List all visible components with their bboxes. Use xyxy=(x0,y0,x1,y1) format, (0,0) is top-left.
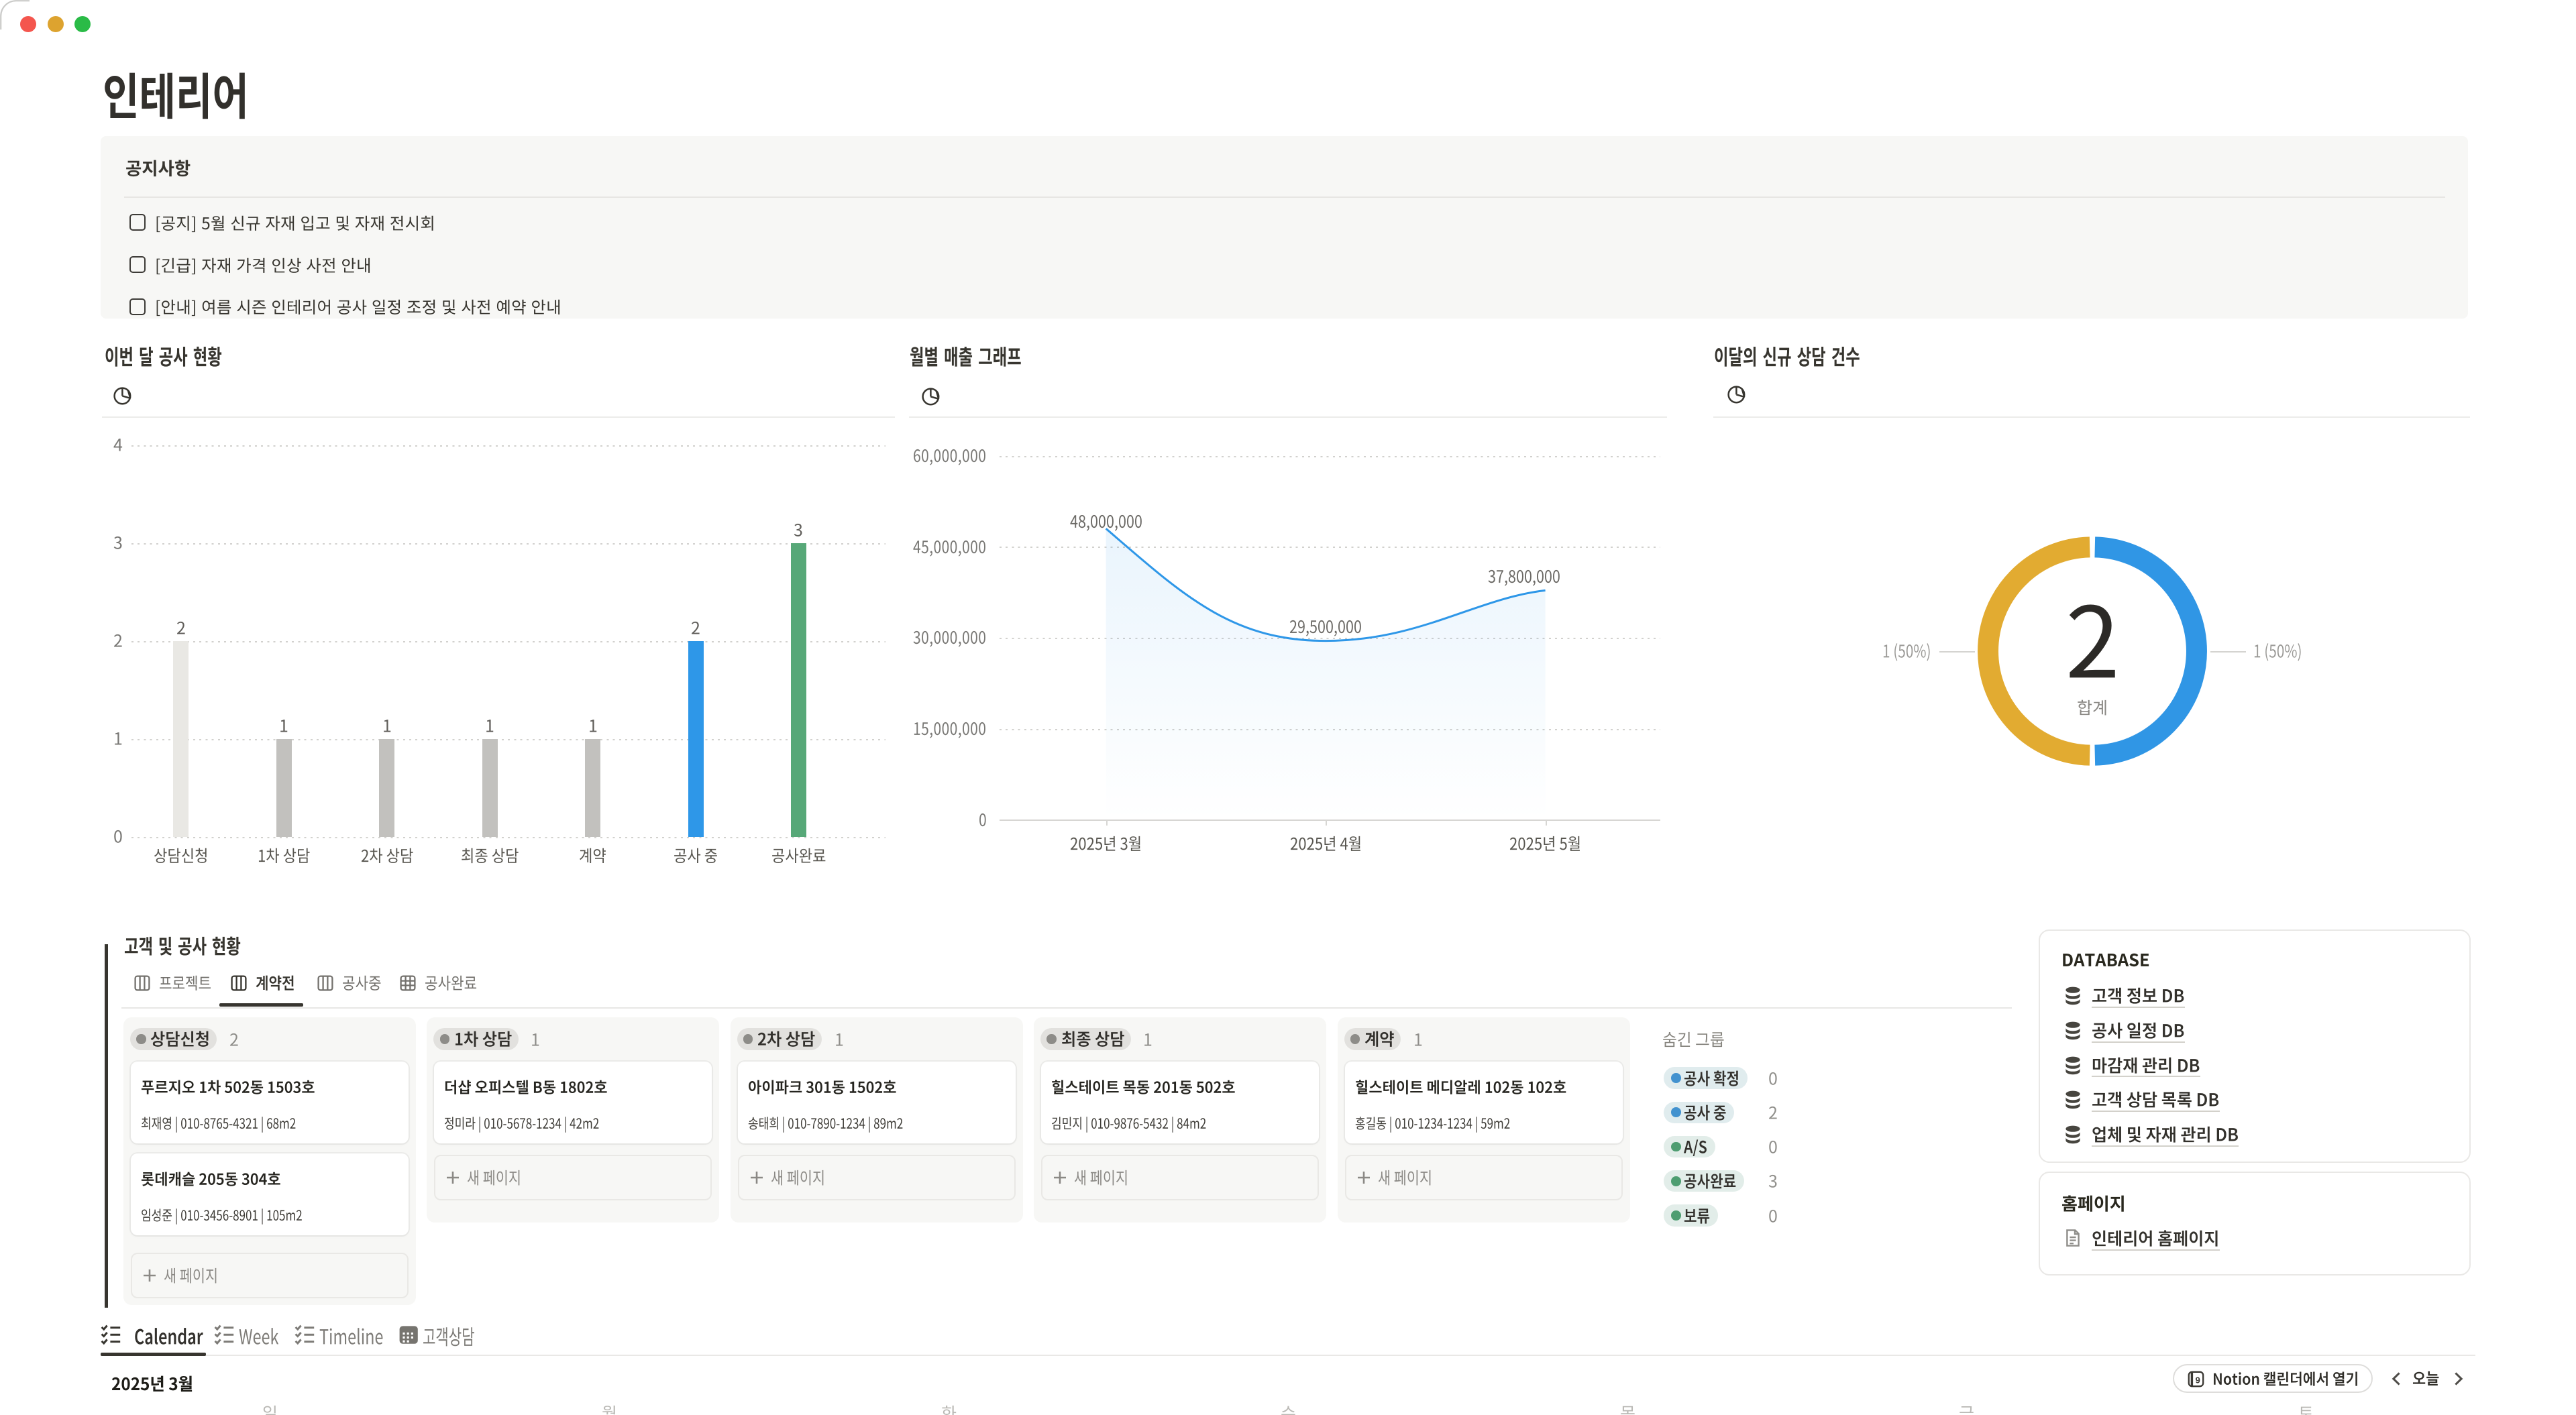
svg-text:9: 9 xyxy=(2196,1375,2200,1385)
